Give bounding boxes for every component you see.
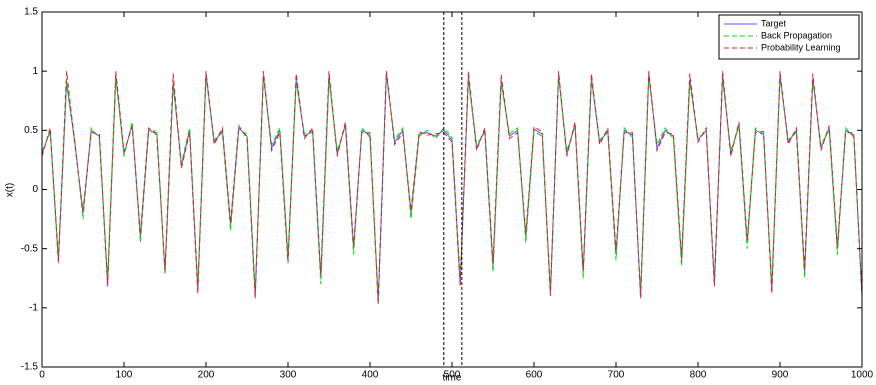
series-line xyxy=(41,71,863,305)
x-tick-label: 500 xyxy=(444,370,461,381)
x-tick-label: 700 xyxy=(608,370,625,381)
y-tick-label: 1 xyxy=(32,66,38,77)
y-tick-label: 1.5 xyxy=(24,7,38,18)
legend: Target Back Propagation Probability Learni… xyxy=(718,14,860,60)
y-tick-label: 0.5 xyxy=(24,125,38,136)
x-tick-label: 300 xyxy=(280,370,297,381)
legend-label: Back Propagation xyxy=(761,30,832,40)
legend-box xyxy=(718,14,860,60)
x-tick-label: 1000 xyxy=(851,370,874,381)
plot-frame xyxy=(41,11,863,368)
legend-label: Target xyxy=(761,18,787,28)
y-tick-label: -1 xyxy=(29,302,38,313)
y-tick-label: -0.5 xyxy=(21,243,39,254)
x-tick-label: 800 xyxy=(690,370,707,381)
legend-label: Probability Learning xyxy=(761,42,841,52)
x-tick-label: 600 xyxy=(526,370,543,381)
x-tick-label: 900 xyxy=(772,370,789,381)
x-axis-label: time xyxy=(443,373,462,384)
x-tick-label: 0 xyxy=(39,370,45,381)
x-tick-label: 100 xyxy=(116,370,133,381)
x-tick-label: 400 xyxy=(362,370,379,381)
y-tick-label: -1.5 xyxy=(21,362,39,373)
y-axis-label: x(t) xyxy=(5,183,16,197)
y-tick-label: 0 xyxy=(32,184,38,195)
x-tick-label: 200 xyxy=(198,370,215,381)
